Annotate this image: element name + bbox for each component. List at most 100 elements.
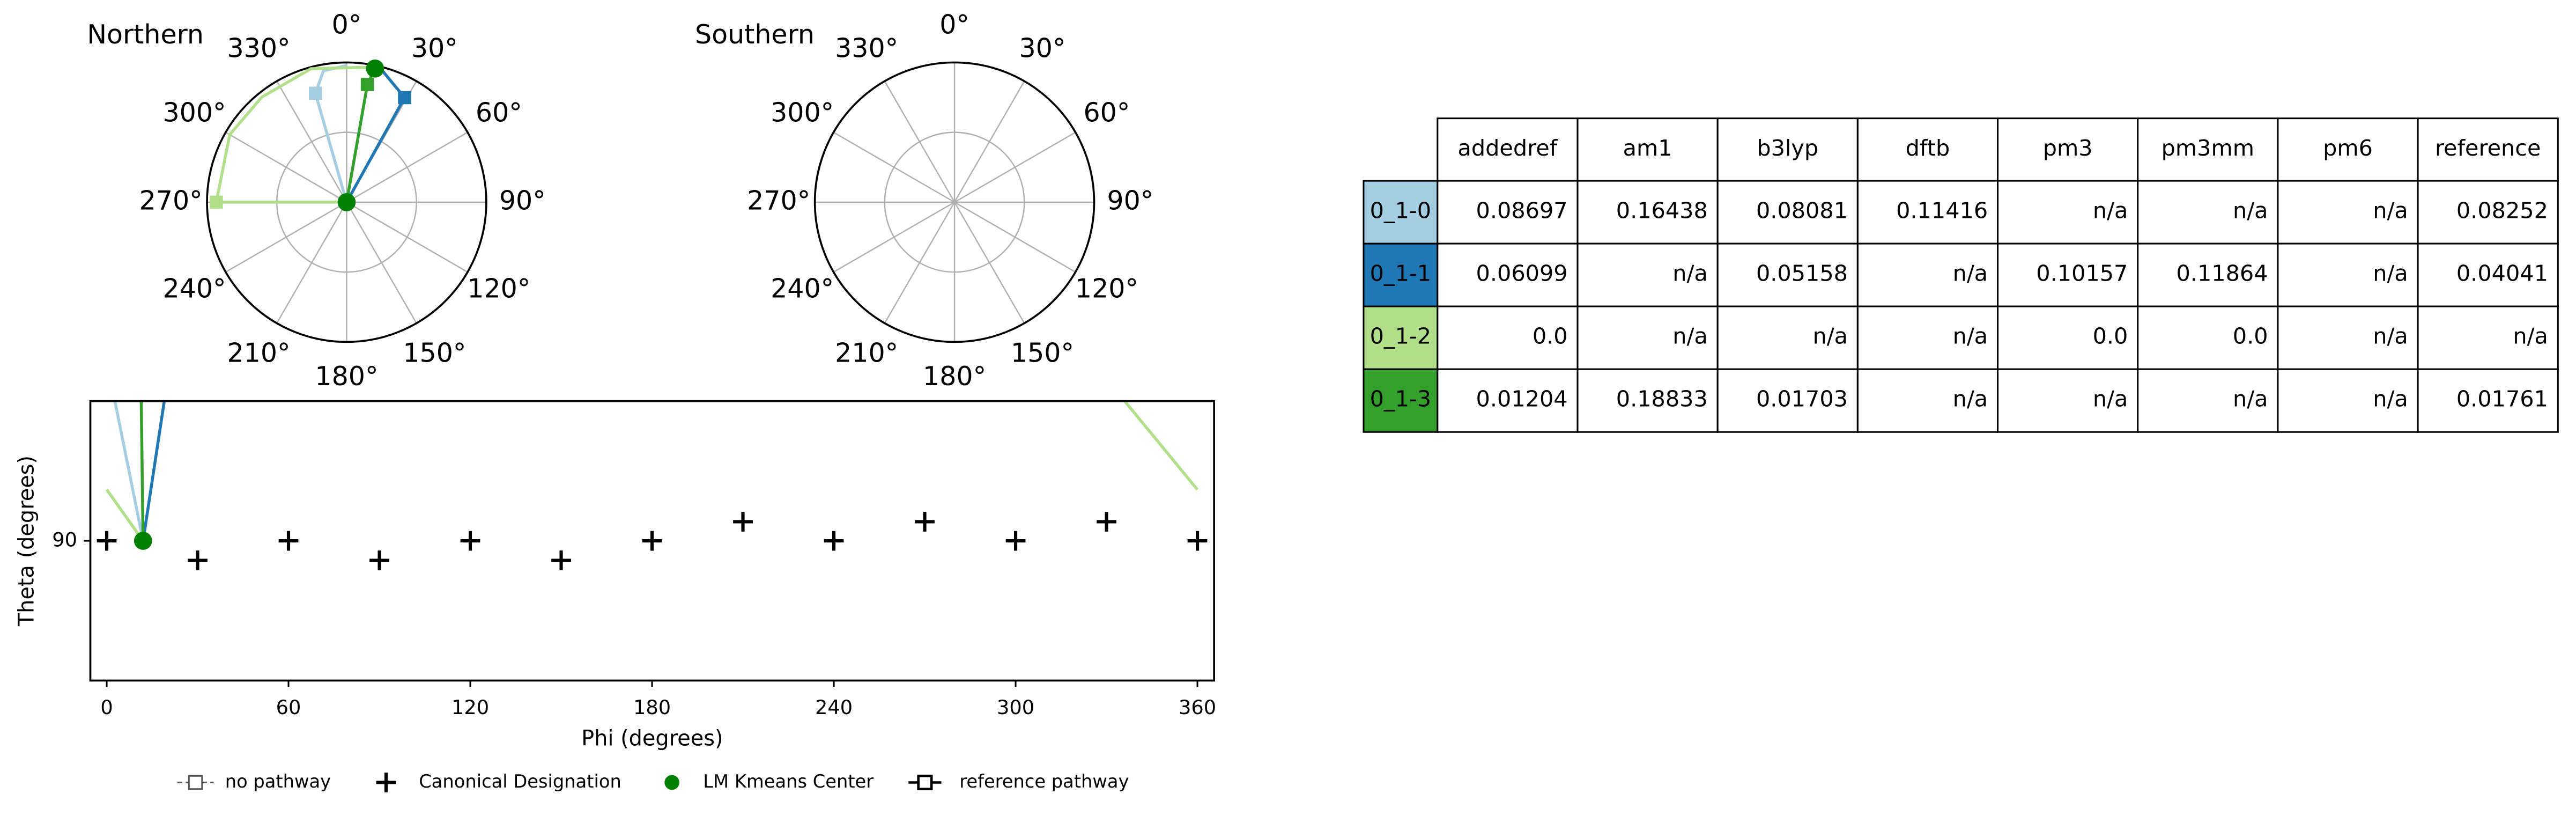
cell-value: 0.0 xyxy=(2233,324,2268,349)
cell-value: 0.18833 xyxy=(1616,386,1708,412)
canonical-marker xyxy=(1097,512,1116,532)
legend-dot xyxy=(664,775,679,790)
column-header: addedref xyxy=(1458,135,1558,161)
legend-label: Canonical Designation xyxy=(419,771,621,792)
header-cell xyxy=(1716,117,1859,182)
canonical-marker xyxy=(551,550,571,570)
angle-tick-label: 120° xyxy=(467,273,530,304)
table-cell xyxy=(2417,305,2559,370)
pathway-marker xyxy=(210,195,223,209)
angle-tick-label: 90° xyxy=(1107,185,1153,216)
pathway-line xyxy=(214,65,376,204)
y-tick-label: 90 xyxy=(52,528,77,552)
cell-value: n/a xyxy=(1672,261,1707,286)
table-cell xyxy=(1997,180,2139,245)
cell-value: 0.08697 xyxy=(1476,198,1568,224)
pathway-line xyxy=(105,400,1199,542)
table-cell xyxy=(2277,180,2419,245)
table-cell xyxy=(2137,305,2279,370)
canonical-marker xyxy=(369,550,389,570)
table-cell xyxy=(1997,368,2139,433)
cell-value: 0.0 xyxy=(2093,324,2128,349)
row-label: 0_1-3 xyxy=(1370,386,1432,412)
angle-tick-label: 180° xyxy=(923,361,986,392)
angle-tick-label: 240° xyxy=(771,273,834,304)
pathway-line xyxy=(142,401,166,541)
cell-value: 0.11416 xyxy=(1896,198,1988,224)
table-cell xyxy=(1576,305,1719,370)
cell-value: 0.01204 xyxy=(1476,386,1568,412)
column-header: dftb xyxy=(1906,135,1950,161)
table-cell xyxy=(2137,368,2279,433)
angle-tick-label: 210° xyxy=(227,337,291,368)
table-cell xyxy=(2277,368,2419,433)
cell-value: n/a xyxy=(2513,324,2548,349)
cell-value: 0.01761 xyxy=(2456,386,2548,412)
angle-tick-label: 150° xyxy=(1011,337,1074,368)
table-cell xyxy=(2417,242,2559,307)
x-tick-label: 120 xyxy=(451,696,489,719)
x-tick-label: 180 xyxy=(633,696,671,719)
column-header: am1 xyxy=(1623,135,1672,161)
cell-value: n/a xyxy=(2373,261,2408,286)
x-tick-label: 0 xyxy=(100,696,113,719)
cell-value: n/a xyxy=(2233,386,2268,412)
row-label-cell xyxy=(1363,242,1439,307)
cell-value: n/a xyxy=(2233,198,2268,224)
header-cell xyxy=(2277,117,2419,182)
x-tick-label: 360 xyxy=(1179,696,1216,719)
canonical-marker xyxy=(642,531,662,551)
column-header: pm3 xyxy=(2043,135,2093,161)
cell-value: 0.16438 xyxy=(1616,198,1708,224)
angle-tick-label: 180° xyxy=(315,361,378,392)
table-cell xyxy=(1437,180,1579,245)
table-cell xyxy=(1437,368,1579,433)
row-label-cell xyxy=(1363,180,1439,245)
pathway-line xyxy=(113,401,145,541)
canonical-marker xyxy=(1187,531,1208,551)
cell-value: n/a xyxy=(2093,386,2128,412)
chart-title: Northern xyxy=(87,19,204,50)
column-header: b3lyp xyxy=(1757,135,1818,161)
cell-value: n/a xyxy=(1672,324,1707,349)
pathway-line xyxy=(139,401,145,541)
angle-tick-label: 300° xyxy=(771,97,834,128)
cell-value: n/a xyxy=(2093,198,2128,224)
table-cell xyxy=(1997,242,2139,307)
row-label-cell xyxy=(1363,368,1439,433)
x-tick-label: 300 xyxy=(997,696,1034,719)
column-header: reference xyxy=(2435,135,2541,161)
table-cell xyxy=(2277,305,2419,370)
kmeans-center xyxy=(366,59,384,78)
column-header: pm6 xyxy=(2323,135,2373,161)
header-cell xyxy=(1437,117,1579,182)
cell-value: n/a xyxy=(1953,386,1988,412)
y-axis-label: Theta (degrees) xyxy=(14,455,39,627)
header-cell xyxy=(1856,117,1999,182)
pathway-marker xyxy=(308,86,322,100)
table-cell xyxy=(1856,368,1999,433)
angle-tick-label: 90° xyxy=(499,185,546,216)
x-tick-label: 60 xyxy=(276,696,301,719)
angle-tick-label: 30° xyxy=(1019,32,1066,63)
x-tick-label: 240 xyxy=(815,696,853,719)
canonical-marker xyxy=(460,531,480,551)
pathway-marker xyxy=(398,91,411,105)
cell-value: 0.11864 xyxy=(2177,261,2268,286)
angle-tick-label: 210° xyxy=(835,337,898,368)
angle-tick-label: 270° xyxy=(747,185,810,216)
table-cell xyxy=(1716,180,1859,245)
table-cell xyxy=(1576,368,1719,433)
cell-value: 0.01703 xyxy=(1756,386,1848,412)
cell-value: n/a xyxy=(2373,386,2408,412)
angle-tick-label: 60° xyxy=(1084,97,1130,128)
row-label: 0_1-2 xyxy=(1370,324,1432,349)
angle-tick-label: 30° xyxy=(411,32,458,63)
angle-tick-label: 0° xyxy=(332,9,362,40)
cell-value: 0.10157 xyxy=(2036,261,2128,286)
legend-label: no pathway xyxy=(225,771,331,792)
angle-tick-label: 60° xyxy=(476,97,522,128)
cell-value: 0.08252 xyxy=(2456,198,2548,224)
table-cell xyxy=(2137,242,2279,307)
